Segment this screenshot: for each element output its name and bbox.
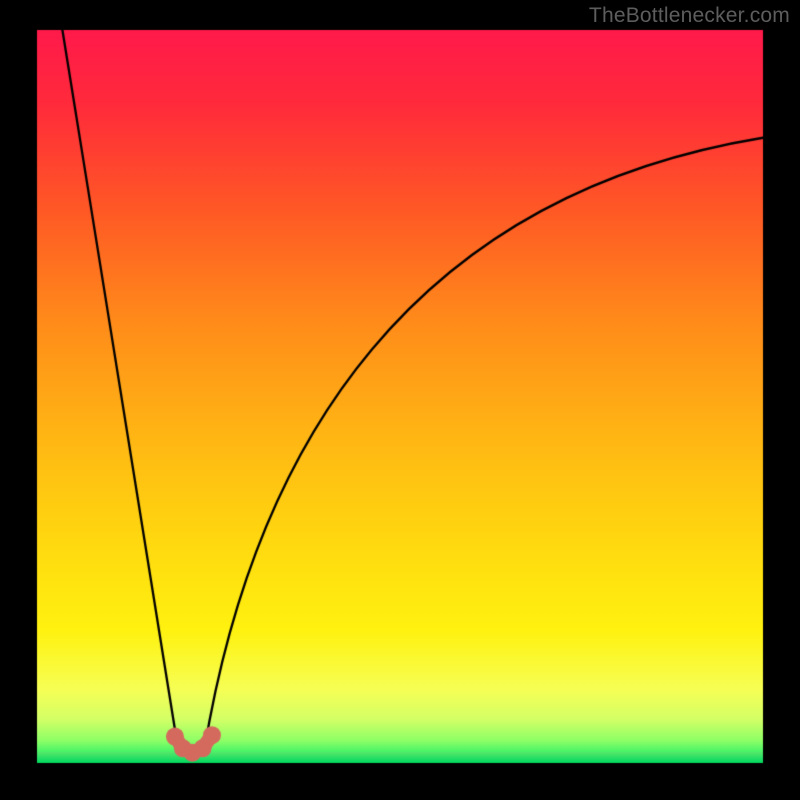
watermark-text: TheBottlenecker.com <box>589 4 790 28</box>
bottleneck-chart-canvas <box>0 0 800 800</box>
chart-stage: TheBottlenecker.com <box>0 0 800 800</box>
